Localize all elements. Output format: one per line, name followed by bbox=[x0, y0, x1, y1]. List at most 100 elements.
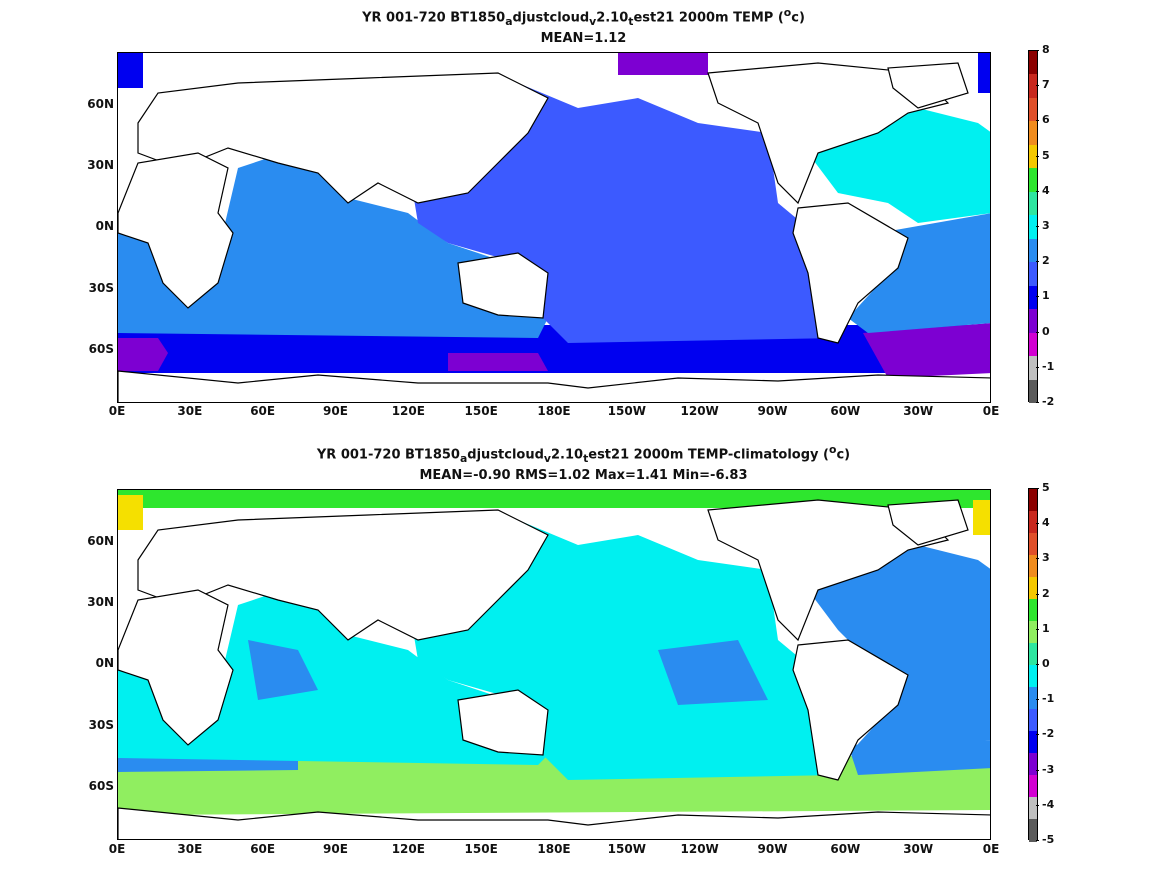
top-lon-label: 150W bbox=[607, 404, 646, 418]
bottom-lon-label: 0E bbox=[982, 842, 1000, 856]
colorbar-tick-label: 8 bbox=[1042, 43, 1050, 56]
colorbar-segment bbox=[1029, 555, 1037, 578]
antarctica-landmass bbox=[118, 807, 990, 839]
colorbar-tick bbox=[1036, 488, 1039, 489]
colorbar-tick-label: 1 bbox=[1042, 621, 1050, 635]
colorbar-tick-label: 2 bbox=[1042, 586, 1050, 600]
top-map-panel bbox=[117, 52, 991, 403]
colorbar-tick-label: 0 bbox=[1042, 657, 1050, 670]
colorbar-segment bbox=[1029, 709, 1037, 732]
colorbar-tick bbox=[1036, 120, 1039, 122]
pacific-ocean-fill bbox=[413, 520, 838, 780]
colorbar-tick bbox=[1036, 523, 1039, 525]
colorbar-tick bbox=[1036, 699, 1039, 701]
antarctica-landmass bbox=[118, 370, 990, 402]
eurasia-landmass bbox=[137, 509, 549, 641]
colorbar-tick-label: -2 bbox=[1042, 395, 1055, 408]
greenland-landmass bbox=[887, 62, 969, 109]
indian-ocean-fill bbox=[118, 148, 548, 338]
australia-landmass bbox=[457, 689, 549, 756]
top-lon-label: 30E bbox=[177, 404, 203, 418]
bottom-lon-label: 150W bbox=[607, 842, 646, 856]
top-lon-label: 120E bbox=[391, 404, 425, 418]
atlantic-fill bbox=[808, 545, 990, 755]
colorbar-tick bbox=[1036, 155, 1039, 157]
greenland-landmass bbox=[887, 499, 969, 546]
bottom-lon-label: 0E bbox=[108, 842, 126, 856]
colorbar-tick bbox=[1036, 558, 1039, 560]
top-lon-label: 30W bbox=[903, 404, 934, 418]
africa-landmass bbox=[118, 589, 234, 746]
colorbar-tick-label: 1 bbox=[1042, 289, 1050, 303]
top-lon-label: 150E bbox=[464, 404, 498, 418]
bottom-lat-label-30n: 30N bbox=[87, 595, 114, 609]
colorbar-tick-label: 5 bbox=[1042, 148, 1050, 162]
south-america-landmass bbox=[792, 639, 909, 781]
bottom-lat-label-60s: 60S bbox=[88, 779, 114, 793]
colorbar-segment bbox=[1029, 775, 1037, 798]
bottom-colorbar bbox=[1028, 488, 1038, 842]
colorbar-segment bbox=[1029, 379, 1037, 404]
top-lon-label: 60E bbox=[250, 404, 276, 418]
bottom-plot-stats: MEAN=-0.90 RMS=1.02 Max=1.41 Min=-6.83 bbox=[419, 468, 748, 483]
bottom-map-panel bbox=[117, 489, 991, 840]
bottom-map-svg bbox=[118, 490, 990, 839]
colorbar-tick bbox=[1036, 226, 1039, 227]
colorbar-tick-label: -1 bbox=[1042, 692, 1055, 706]
colorbar-tick-label: 6 bbox=[1042, 113, 1050, 127]
australia-landmass bbox=[457, 252, 549, 319]
top-map-svg bbox=[118, 53, 990, 402]
colorbar-tick-label: 3 bbox=[1042, 551, 1050, 565]
top-plot-stats: MEAN=1.12 bbox=[540, 31, 627, 46]
colorbar-segment bbox=[1029, 97, 1037, 122]
top-lon-label: 180E bbox=[537, 404, 571, 418]
colorbar-tick-label: 4 bbox=[1042, 183, 1050, 197]
colorbar-tick bbox=[1036, 593, 1039, 595]
top-lon-label: 90W bbox=[757, 404, 788, 418]
bottom-lat-label-0n: 0N bbox=[95, 656, 114, 670]
colorbar-tick-label: 5 bbox=[1042, 481, 1050, 494]
bottom-lon-label: 30W bbox=[903, 842, 934, 856]
colorbar-segment bbox=[1029, 797, 1037, 820]
colorbar-tick bbox=[1036, 804, 1039, 806]
bottom-lon-label: 120E bbox=[391, 842, 425, 856]
colorbar-segment bbox=[1029, 191, 1037, 216]
colorbar-segment bbox=[1029, 665, 1037, 688]
colorbar-tick-label: 0 bbox=[1042, 324, 1050, 338]
colorbar-segment bbox=[1029, 332, 1037, 357]
colorbar-segment bbox=[1029, 621, 1037, 644]
africa-landmass bbox=[118, 152, 234, 309]
bottom-lon-label: 120W bbox=[680, 842, 719, 856]
bottom-lon-label: 30E bbox=[177, 842, 203, 856]
bottom-lon-label: 180E bbox=[537, 842, 571, 856]
continent-outlines bbox=[118, 499, 990, 839]
colorbar-tick-label: -4 bbox=[1042, 797, 1055, 811]
bottom-lat-label-60n: 60N bbox=[87, 534, 114, 548]
top-lon-label: 0E bbox=[982, 404, 1000, 418]
colorbar-segment bbox=[1029, 51, 1037, 75]
top-lat-label-30n: 30N bbox=[87, 158, 114, 172]
colorbar-segment bbox=[1029, 215, 1037, 240]
colorbar-tick bbox=[1036, 628, 1039, 630]
colorbar-tick bbox=[1036, 840, 1039, 841]
colorbar-tick bbox=[1036, 769, 1039, 771]
colorbar-segment bbox=[1029, 687, 1037, 710]
colorbar-tick bbox=[1036, 190, 1039, 192]
indian-ocean-fill bbox=[118, 585, 548, 765]
colorbar-segment bbox=[1029, 285, 1037, 310]
top-lat-label-60s: 60S bbox=[88, 342, 114, 356]
top-lon-label: 60W bbox=[830, 404, 861, 418]
atlantic-south-fill bbox=[848, 213, 990, 333]
colorbar-segment bbox=[1029, 238, 1037, 263]
top-lon-label: 0E bbox=[108, 404, 126, 418]
bottom-lat-label-30s: 30S bbox=[88, 718, 114, 732]
top-lat-label-0n: 0N bbox=[95, 219, 114, 233]
colorbar-segment bbox=[1029, 356, 1037, 381]
bottom-lon-label: 60W bbox=[830, 842, 861, 856]
colorbar-tick-label: -1 bbox=[1042, 359, 1055, 373]
colorbar-segment bbox=[1029, 731, 1037, 754]
colorbar-segment bbox=[1029, 577, 1037, 600]
top-lon-label: 120W bbox=[680, 404, 719, 418]
colorbar-tick bbox=[1036, 734, 1039, 736]
colorbar-tick bbox=[1036, 366, 1039, 368]
